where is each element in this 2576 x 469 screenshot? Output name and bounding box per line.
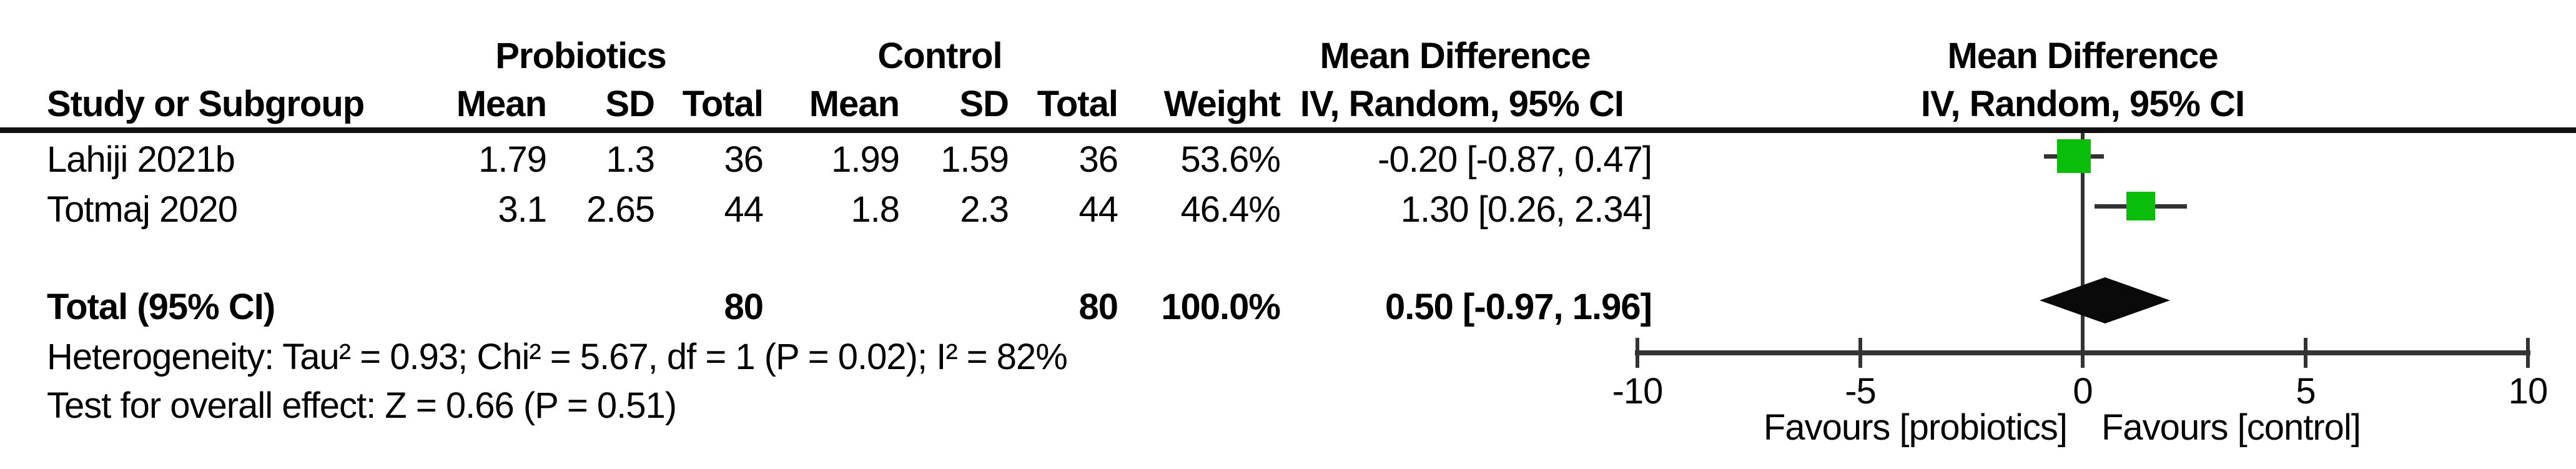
axis-tick-label: 0 — [2073, 371, 2093, 412]
row-total-probiotics: 44 — [724, 189, 764, 230]
axis-tick — [2081, 338, 2085, 368]
row-mean-probiotics: 3.1 — [498, 189, 547, 230]
overall-effect-note: Test for overall effect: Z = 0.66 (P = 0… — [47, 385, 677, 426]
group-header-mean-difference: Mean Difference — [1320, 36, 1591, 76]
favours-right-label: Favours [control] — [2101, 407, 2361, 448]
col-header-total-probiotics: Total — [682, 84, 764, 124]
study-name: Lahiji 2021b — [47, 139, 235, 180]
group-header-control: Control — [877, 36, 1002, 76]
col-header-weight: Weight — [1163, 84, 1281, 124]
col-header-total-control: Total — [1037, 84, 1118, 124]
row-sd-probiotics: 1.3 — [606, 139, 655, 180]
study-name: Totmaj 2020 — [47, 189, 238, 230]
col-header-mean-control: Mean — [809, 84, 900, 124]
col-header-ci: IV, Random, 95% CI — [1300, 84, 1624, 124]
axis-tick — [2304, 338, 2307, 368]
effect-square — [2126, 192, 2155, 220]
zero-reference-line — [2081, 133, 2085, 350]
row-total-control: 36 — [1078, 139, 1118, 180]
axis-tick — [1636, 338, 1639, 368]
row-ci-text: -0.20 [-0.87, 0.47] — [1378, 139, 1652, 180]
summary-diamond — [2040, 277, 2170, 323]
axis-tick-label: -10 — [1612, 371, 1664, 412]
plot-header-ci: IV, Random, 95% CI — [1920, 84, 2245, 124]
row-ci-text: 1.30 [0.26, 2.34] — [1400, 189, 1652, 230]
row-weight: 53.6% — [1180, 139, 1281, 180]
group-header-probiotics: Probiotics — [495, 36, 667, 76]
total-n-control: 80 — [1078, 287, 1118, 327]
total-weight: 100.0% — [1161, 287, 1281, 327]
axis-tick-label: 10 — [2508, 371, 2549, 412]
row-mean-probiotics: 1.79 — [478, 139, 547, 180]
row-mean-control: 1.99 — [831, 139, 900, 180]
effect-square — [2057, 139, 2091, 173]
plot-header-mean-difference: Mean Difference — [1947, 36, 2218, 76]
row-total-control: 44 — [1078, 189, 1118, 230]
row-weight: 46.4% — [1180, 189, 1281, 230]
row-sd-control: 1.59 — [940, 139, 1009, 180]
total-ci-text: 0.50 [-0.97, 1.96] — [1385, 287, 1652, 327]
axis-tick-label: -5 — [1845, 371, 1877, 412]
col-header-sd-probiotics: SD — [605, 84, 655, 124]
header-separator-line — [0, 127, 2576, 133]
col-header-study: Study or Subgroup — [47, 84, 365, 124]
axis-tick — [1858, 338, 1862, 368]
col-header-sd-control: SD — [959, 84, 1009, 124]
favours-left-label: Favours [probiotics] — [1763, 407, 2068, 448]
col-header-mean-probiotics: Mean — [456, 84, 547, 124]
axis-tick — [2526, 338, 2530, 368]
total-label: Total (95% CI) — [47, 287, 275, 327]
total-n-probiotics: 80 — [724, 287, 764, 327]
row-mean-control: 1.8 — [851, 189, 900, 230]
row-sd-control: 2.3 — [960, 189, 1009, 230]
row-total-probiotics: 36 — [724, 139, 764, 180]
row-sd-probiotics: 2.65 — [586, 189, 655, 230]
heterogeneity-note: Heterogeneity: Tau² = 0.93; Chi² = 5.67,… — [47, 337, 1068, 377]
axis-tick-label: 5 — [2296, 371, 2316, 412]
